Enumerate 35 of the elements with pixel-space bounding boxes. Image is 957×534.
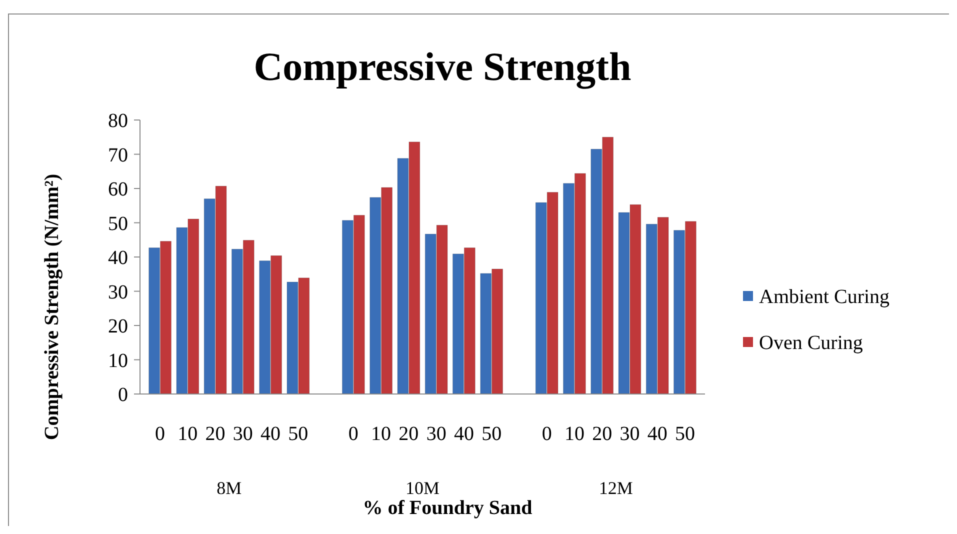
text: 8M: [216, 478, 242, 498]
y-tick-label: 10: [108, 350, 128, 372]
y-tick-label: 70: [108, 144, 128, 166]
x-tick-label: 0: [348, 423, 358, 445]
y-tick-label: 60: [108, 178, 128, 200]
x-tick-label: 30: [620, 423, 640, 445]
x-tick-label: 20: [592, 423, 612, 445]
x-tick-label: 20: [398, 423, 419, 445]
text: 12M: [598, 478, 633, 498]
x-tick-label: 10: [178, 423, 198, 445]
x-tick-label: 10: [371, 423, 392, 445]
y-tick-label: 50: [108, 212, 128, 235]
x-tick-label: 30: [232, 423, 253, 445]
x-tick-label: 40: [260, 423, 281, 445]
legend-label: Oven Curing: [759, 332, 863, 354]
x-tick-label: 50: [674, 423, 695, 445]
x-tick-label: 20: [205, 423, 226, 445]
x-tick-label: 0: [155, 423, 166, 445]
chart-title: Compressive Strength: [254, 44, 632, 89]
y-tick-label: 80: [108, 110, 128, 132]
y-tick-label: 0: [118, 384, 128, 406]
x-tick-label: 50: [288, 423, 308, 445]
x-tick-label: 40: [454, 423, 474, 445]
x-tick-label: 0: [542, 423, 552, 445]
x-tick-label: 50: [482, 423, 502, 445]
text: 10M: [405, 478, 440, 498]
legend-label: Ambient Curing: [759, 286, 890, 308]
y-tick-label: 30: [108, 281, 128, 304]
x-tick-label: 10: [564, 423, 584, 445]
x-tick-label: 40: [647, 423, 668, 445]
y-tick-label: 20: [108, 316, 128, 338]
x-tick-label: 30: [426, 423, 446, 445]
y-tick-label: 40: [108, 247, 128, 269]
y-axis-title: Compressive Strength (N/mm²): [41, 174, 63, 440]
x-axis-title: % of Foundry Sand: [362, 497, 532, 519]
